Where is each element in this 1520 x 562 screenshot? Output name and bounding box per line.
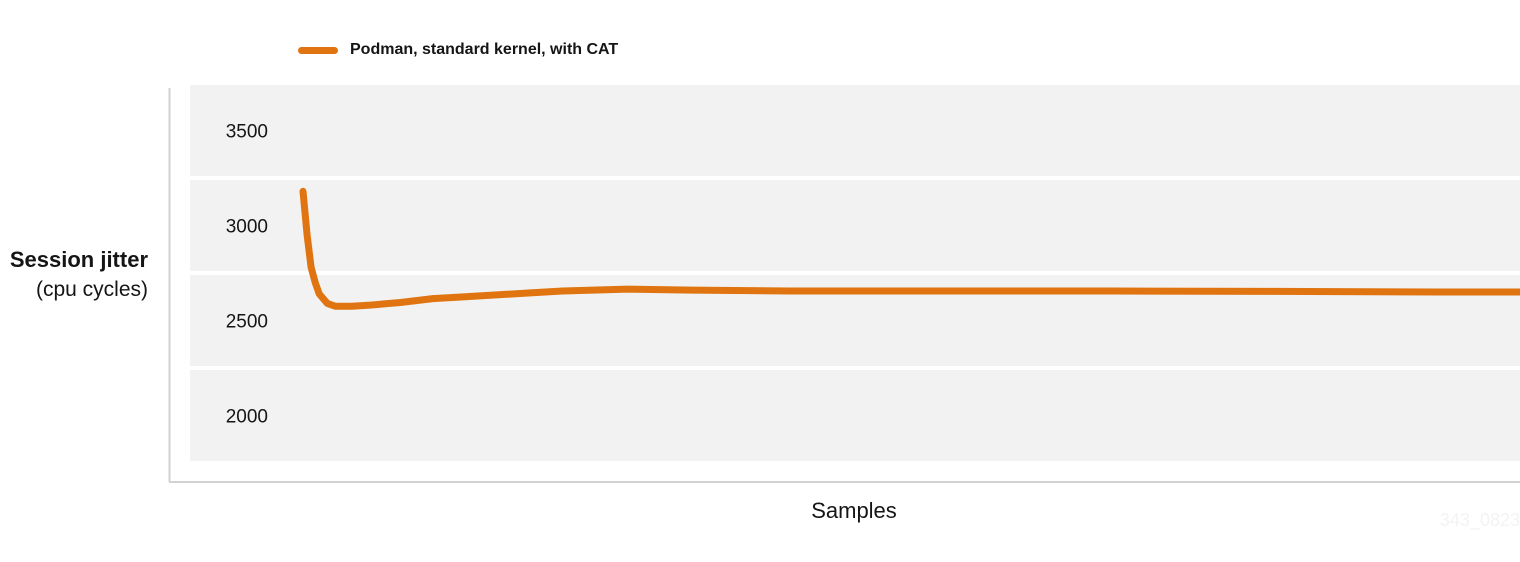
watermark: 343_0823 [1439, 510, 1520, 530]
grid-band [190, 180, 1520, 271]
grid-band [190, 85, 1520, 176]
y-axis-unit: (cpu cycles) [35, 278, 148, 301]
series-line [299, 187, 1520, 310]
y-axis-title: Session jitter [9, 247, 148, 272]
y-axis-label: Session jitter (cpu cycles) [10, 245, 148, 305]
y-tick-label: 3500 [226, 122, 268, 143]
y-tick-label: 3000 [226, 217, 268, 238]
grid-band [190, 370, 1520, 461]
y-tick-label: 2000 [226, 407, 268, 428]
legend-swatch [298, 46, 338, 54]
x-axis-label: Samples [811, 498, 897, 523]
legend-label: Podman, standard kernel, with CAT [350, 41, 619, 58]
y-tick-label: 2500 [226, 312, 268, 333]
legend: Podman, standard kernel, with CAT [298, 38, 618, 62]
